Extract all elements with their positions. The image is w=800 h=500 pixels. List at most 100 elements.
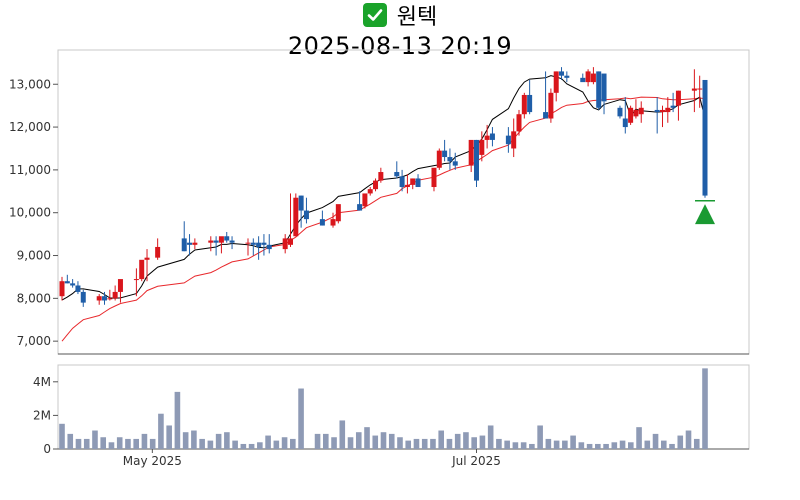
candle-body	[415, 178, 421, 188]
volume-bar	[116, 437, 123, 449]
volume-bar	[100, 437, 107, 449]
volume-bar	[380, 432, 387, 449]
candle-body	[590, 73, 596, 83]
candle-body	[394, 172, 400, 177]
candle-body	[516, 114, 522, 132]
volume-bar	[248, 443, 255, 449]
volume-bar	[570, 435, 576, 449]
candle-body	[250, 242, 256, 245]
volume-bar	[578, 442, 585, 449]
candle-body	[596, 71, 602, 108]
volume-bar	[397, 437, 403, 449]
volume-bar	[298, 388, 304, 449]
volume-bar	[125, 438, 131, 449]
volume-bar	[677, 435, 684, 449]
volume-bar	[67, 433, 74, 449]
candle-body	[442, 150, 448, 158]
candle-body	[155, 246, 161, 258]
candle-body	[580, 77, 586, 83]
volume-tick-label: 0	[43, 442, 51, 456]
candle-body	[559, 71, 565, 76]
candle-body	[357, 204, 363, 211]
candle-body	[208, 240, 214, 243]
candle-body	[75, 285, 81, 292]
candle-body	[107, 298, 113, 300]
candle-body	[564, 75, 570, 78]
volume-bar	[83, 438, 90, 449]
volume-bar	[644, 440, 651, 449]
volume-bar	[388, 433, 395, 449]
volume-bar	[660, 440, 667, 449]
volume-bar	[347, 437, 354, 449]
volume-bar	[454, 433, 461, 449]
candle-body	[181, 238, 187, 252]
candle-body	[410, 178, 416, 185]
candle-body	[59, 281, 65, 297]
volume-bar	[372, 435, 379, 449]
volume-bar	[405, 440, 412, 449]
volume-bar	[215, 433, 222, 449]
candle-body	[229, 240, 235, 243]
check-mark-icon	[362, 3, 387, 27]
price-tick-label: 8,000	[17, 291, 51, 305]
candle-body	[505, 135, 511, 145]
volume-bar	[652, 433, 659, 449]
candle-body	[633, 109, 639, 117]
volume-bar	[257, 442, 263, 449]
candle-body	[638, 107, 644, 115]
candle-body	[484, 135, 490, 140]
candle-body	[511, 131, 517, 149]
volume-bar	[529, 443, 535, 449]
volume-bar	[182, 432, 189, 449]
price-tick-label: 11,000	[9, 163, 51, 177]
volume-bar	[141, 433, 148, 449]
candle-body	[628, 107, 634, 123]
volume-bar	[586, 443, 593, 449]
volume-bar	[595, 443, 601, 449]
volume-bar	[413, 438, 420, 449]
candle-body	[622, 118, 628, 128]
volume-bar	[496, 438, 502, 449]
volume-tick-label: 4M	[33, 375, 51, 389]
candle-body	[659, 109, 665, 113]
buy-signal-triangle-icon	[695, 204, 715, 225]
candle-body	[489, 133, 495, 140]
volume-bar	[355, 432, 362, 449]
candle-body	[702, 79, 708, 196]
volume-bar	[290, 438, 296, 449]
volume-bar	[702, 368, 708, 449]
volume-bar	[430, 438, 436, 449]
candle-body	[675, 90, 681, 106]
candle-body	[335, 204, 341, 222]
candle-body	[362, 193, 368, 207]
candle-body	[585, 71, 591, 83]
x-tick-label: Jul 2025	[451, 454, 501, 468]
volume-bar	[339, 420, 346, 449]
ma5-line	[61, 75, 706, 301]
candle-body	[697, 88, 703, 90]
volume-bar	[322, 433, 329, 449]
volume-bar	[232, 440, 238, 449]
candle-body	[144, 257, 150, 260]
candle-body	[473, 139, 479, 181]
candle-body	[70, 283, 76, 286]
volume-bar	[158, 413, 164, 449]
candle-body	[298, 195, 304, 211]
chart-subtitle-timestamp: 2025-08-13 20:19	[287, 32, 513, 60]
candle-body	[367, 189, 373, 194]
candle-body	[601, 73, 607, 102]
volume-bar	[545, 438, 552, 449]
candle-body	[213, 240, 219, 243]
volume-bar	[331, 437, 337, 449]
chart-title-row: 원텍	[0, 0, 800, 30]
candle-body	[548, 92, 554, 119]
volume-bar	[75, 438, 82, 449]
candle-body	[133, 279, 139, 281]
candle-body	[543, 112, 549, 119]
ma20-line	[61, 96, 706, 342]
volume-bar	[224, 432, 230, 449]
candle-body	[245, 242, 251, 244]
candle-body	[319, 219, 325, 226]
candle-body	[654, 109, 660, 113]
